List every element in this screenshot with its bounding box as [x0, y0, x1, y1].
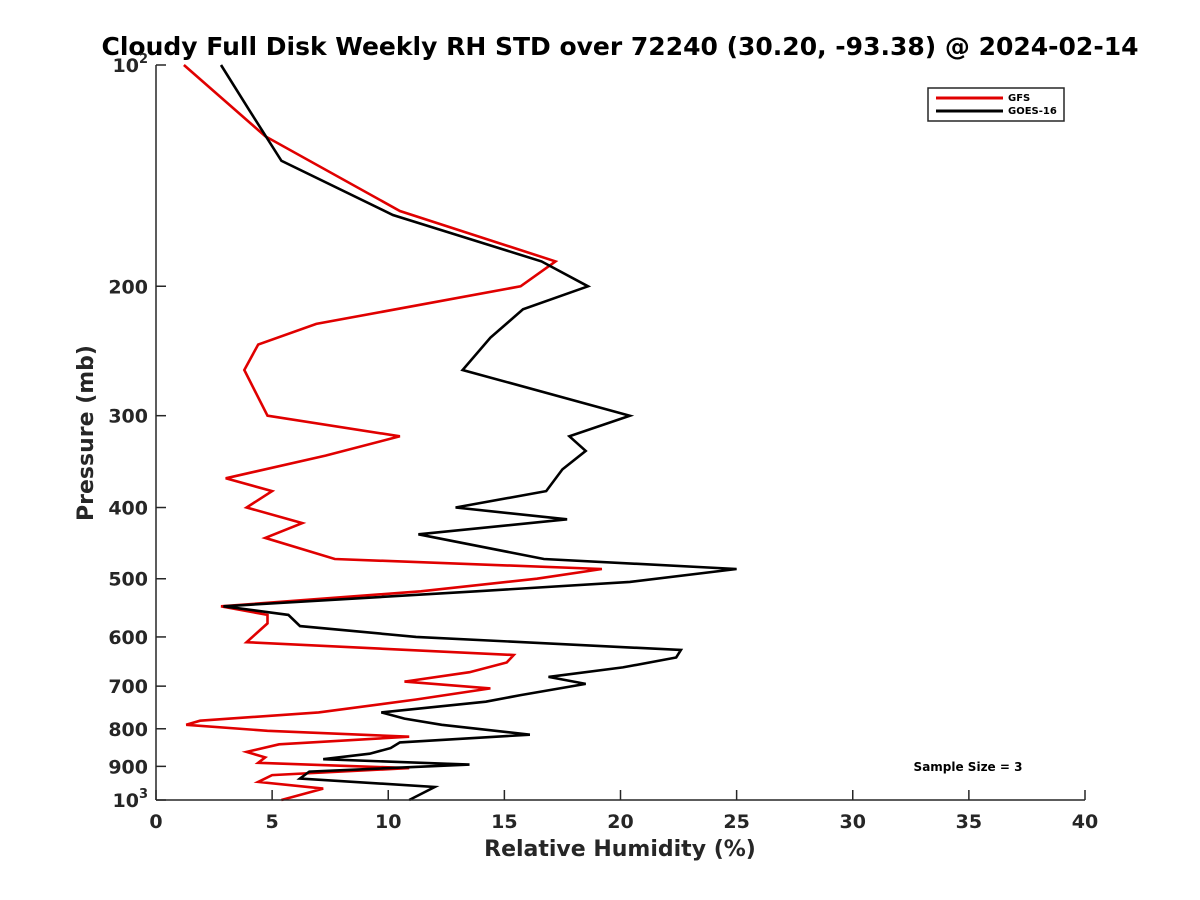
legend: GFS GOES-16	[927, 87, 1065, 122]
x-tick-label: 0	[149, 811, 162, 833]
x-tick-label: 35	[956, 811, 982, 833]
x-tick-label: 5	[266, 811, 279, 833]
axes-layer: 0 5 10 15 20 25 30 35 40 102 200 300 400 500 600 700 800…	[108, 52, 1098, 833]
x-axis-label: Relative Humidity (%)	[484, 837, 756, 862]
x-tick-label: 40	[1072, 811, 1098, 833]
y-tick-label: 600	[108, 627, 148, 649]
chart-title: Cloudy Full Disk Weekly RH STD over 7224…	[101, 32, 1138, 61]
x-tick-label: 20	[607, 811, 633, 833]
y-tick-label: 800	[108, 719, 148, 741]
y-axis-label: Pressure (mb)	[74, 345, 99, 521]
y-tick-label: 300	[108, 406, 148, 428]
series-line-goes16	[219, 64, 737, 802]
y-tick-label: 500	[108, 569, 148, 591]
y-tick-label: 200	[108, 276, 148, 298]
series-layer	[183, 64, 737, 802]
legend-box	[927, 87, 1065, 122]
y-tick-label: 900	[108, 756, 148, 778]
y-tick-label: 102	[113, 52, 149, 77]
x-tick-label: 10	[375, 811, 401, 833]
sample-size-annotation: Sample Size = 3	[914, 760, 1023, 774]
legend-label-gfs: GFS	[1008, 93, 1030, 104]
y-tick-label: 103	[113, 787, 149, 812]
series-line-gfs	[183, 64, 603, 802]
x-tick-label: 25	[723, 811, 749, 833]
x-tick-label: 30	[840, 811, 866, 833]
legend-label-goes16: GOES-16	[1008, 106, 1057, 117]
y-tick-label: 400	[108, 498, 148, 520]
x-tick-label: 15	[491, 811, 517, 833]
y-tick-label: 700	[108, 676, 148, 698]
